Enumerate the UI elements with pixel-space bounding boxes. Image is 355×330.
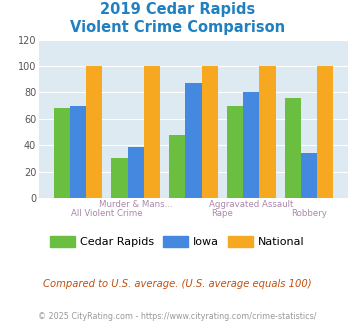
Text: Aggravated Assault: Aggravated Assault	[209, 200, 294, 209]
Text: 2019 Cedar Rapids: 2019 Cedar Rapids	[100, 2, 255, 16]
Text: © 2025 CityRating.com - https://www.cityrating.com/crime-statistics/: © 2025 CityRating.com - https://www.city…	[38, 312, 317, 321]
Bar	[260, 66, 275, 198]
Bar	[202, 66, 218, 198]
Bar	[243, 92, 260, 198]
Bar	[111, 158, 127, 198]
Bar	[86, 66, 102, 198]
Bar	[54, 108, 70, 198]
Bar	[227, 106, 243, 198]
Bar	[144, 66, 160, 198]
Legend: Cedar Rapids, Iowa, National: Cedar Rapids, Iowa, National	[46, 232, 309, 252]
Bar	[317, 66, 333, 198]
Text: Robbery: Robbery	[291, 209, 327, 218]
Text: Violent Crime Comparison: Violent Crime Comparison	[70, 20, 285, 35]
Bar	[285, 98, 301, 198]
Bar	[70, 106, 86, 198]
Bar	[169, 135, 185, 198]
Bar	[301, 153, 317, 198]
Bar	[127, 147, 144, 198]
Text: Rape: Rape	[212, 209, 233, 218]
Text: Compared to U.S. average. (U.S. average equals 100): Compared to U.S. average. (U.S. average …	[43, 279, 312, 289]
Text: Murder & Mans...: Murder & Mans...	[99, 200, 172, 209]
Bar	[185, 83, 202, 198]
Text: All Violent Crime: All Violent Crime	[71, 209, 142, 218]
